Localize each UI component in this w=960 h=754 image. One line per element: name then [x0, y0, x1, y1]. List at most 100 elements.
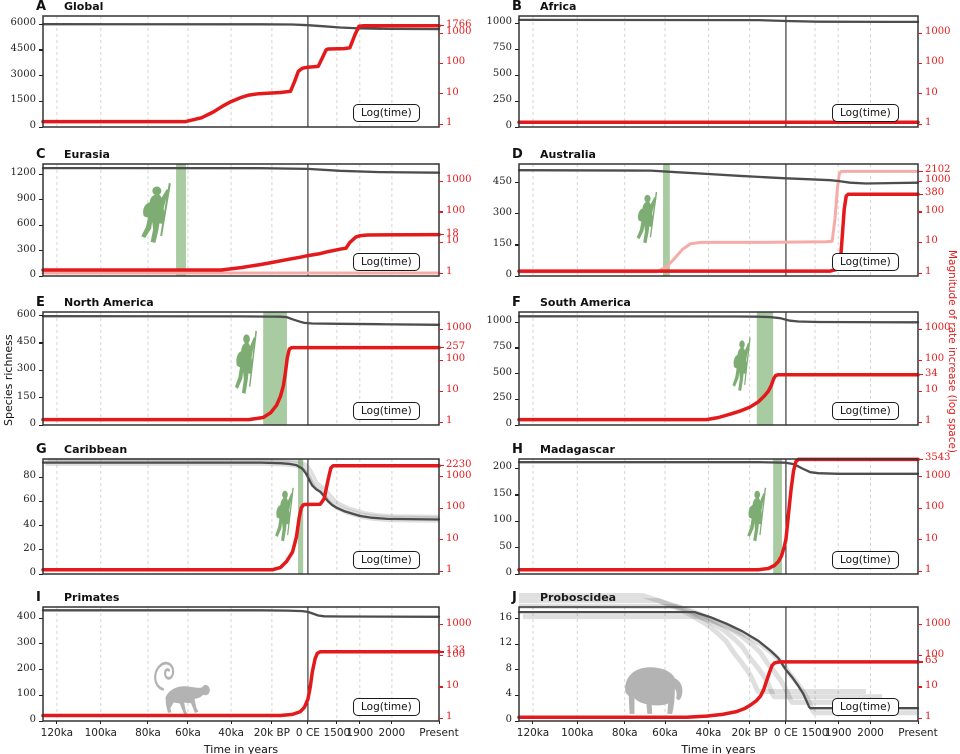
left-tick-mark: [39, 49, 43, 51]
richness-line: [41, 315, 441, 326]
plot-border: [42, 458, 440, 575]
right-tick-mark: [918, 62, 922, 65]
richness-uncertainty: [44, 459, 440, 520]
x-tick-label: 60ka: [652, 727, 678, 739]
x-tick-mark: [576, 721, 578, 724]
left-tick-label: 250: [492, 392, 512, 404]
panel-E-title: North America: [64, 296, 154, 309]
left-tick-label: 300: [16, 363, 36, 375]
left-tick-mark: [515, 373, 519, 375]
x-tick-mark: [870, 721, 872, 724]
left-tick-mark: [39, 694, 43, 696]
panel-I-title: Primates: [64, 591, 120, 604]
right-tick-mark: [439, 211, 443, 213]
final-rate-value: 380: [925, 187, 945, 199]
right-tick-mark: [918, 655, 922, 657]
left-tick-label: 60: [23, 494, 36, 506]
right-tick-label: 100: [925, 648, 945, 660]
final-rate-tick-mark: [439, 347, 444, 349]
right-tick-label: 100: [446, 501, 466, 513]
left-tick-label: 40: [23, 518, 36, 530]
rate-line: [41, 650, 441, 718]
right-tick-mark: [918, 539, 922, 541]
x-tick-mark: [749, 721, 751, 724]
final-rate-value: 2102: [925, 164, 951, 176]
x-tick-mark: [708, 721, 710, 724]
right-tick-label: 10: [925, 532, 938, 544]
plot-border: [42, 606, 440, 722]
right-tick-label: 1: [925, 415, 932, 426]
x-tick-label: 20k BP: [731, 727, 768, 739]
left-tick-mark: [515, 74, 519, 76]
left-tick-label: 200: [492, 461, 512, 473]
left-tick-label: 0: [29, 567, 36, 578]
human-arrival-band: [663, 164, 670, 276]
x-tick-label: 2000: [378, 727, 406, 739]
rate-line: [41, 232, 441, 272]
right-tick-mark: [439, 241, 443, 244]
x-tick-label: 1900: [824, 727, 852, 739]
right-tick-mark: [918, 507, 922, 509]
right-tick-mark: [918, 570, 922, 572]
left-tick-mark: [515, 467, 519, 470]
x-tick-label: 1900: [346, 727, 374, 739]
human-hunter-icon-part: [275, 493, 294, 542]
right-tick-mark: [439, 359, 443, 361]
panel-H-madagascar-plot: [517, 457, 920, 575]
monkey-icon: [154, 661, 210, 715]
left-tick-mark: [39, 250, 43, 252]
human-hunter-icon-part: [141, 189, 170, 243]
right-tick-label: 1: [446, 117, 453, 128]
left-tick-label: 1200: [10, 167, 36, 179]
right-tick-mark: [918, 476, 922, 478]
final-rate-tick-mark: [918, 374, 923, 376]
panel-B-letter: B: [512, 0, 522, 14]
left-tick-label: 200: [16, 662, 36, 674]
right-tick-mark: [439, 32, 443, 34]
left-tick-mark: [515, 321, 519, 323]
log-time-label: Log(time): [832, 253, 899, 271]
human-hunter-icon-part: [732, 342, 751, 392]
rate-line: [41, 23, 441, 124]
x-tick-mark: [56, 721, 58, 724]
x-tick-mark: [814, 721, 816, 724]
left-tick-mark: [39, 315, 43, 317]
left-tick-mark: [515, 275, 519, 277]
right-tick-mark: [918, 390, 922, 392]
panel-E-letter: E: [36, 295, 45, 310]
right-tick-label: 10: [446, 532, 459, 544]
left-tick-mark: [39, 342, 43, 344]
right-tick-label: 1: [925, 266, 932, 277]
left-tick-mark: [39, 275, 43, 277]
final-rate-value: 257: [446, 340, 466, 352]
right-tick-mark: [918, 180, 922, 182]
left-tick-label: 80: [23, 470, 36, 482]
right-tick-label: 100: [446, 56, 466, 68]
left-tick-label: 1000: [486, 315, 512, 327]
right-tick-mark: [439, 390, 443, 392]
richness-line: [41, 609, 441, 618]
richness-line: [517, 315, 920, 324]
left-tick-label: 50: [499, 540, 512, 552]
left-tick-mark: [515, 547, 519, 549]
x-axis-label: Time in years: [203, 743, 279, 754]
human-arrival-band: [773, 459, 782, 574]
left-tick-mark: [515, 573, 519, 575]
right-tick-mark: [439, 539, 443, 541]
right-tick-mark: [439, 272, 443, 274]
right-tick-mark: [918, 359, 922, 361]
rate-line: [517, 372, 920, 422]
left-tick-mark: [515, 618, 519, 620]
x-tick-label: 20k BP: [253, 727, 291, 739]
right-tick-label: 10: [446, 384, 459, 396]
panel-C-eurasia-plot: [41, 163, 441, 277]
human-hunter-icon-part: [636, 197, 657, 244]
left-tick-mark: [39, 617, 43, 619]
left-tick-label: 600: [16, 308, 36, 320]
right-tick-label: 1: [446, 266, 453, 277]
left-tick-mark: [515, 244, 519, 246]
right-tick-mark: [918, 328, 922, 331]
right-tick-label: 10: [925, 679, 938, 691]
log-time-label: Log(time): [832, 104, 899, 122]
x-tick-label: Present: [419, 727, 459, 739]
